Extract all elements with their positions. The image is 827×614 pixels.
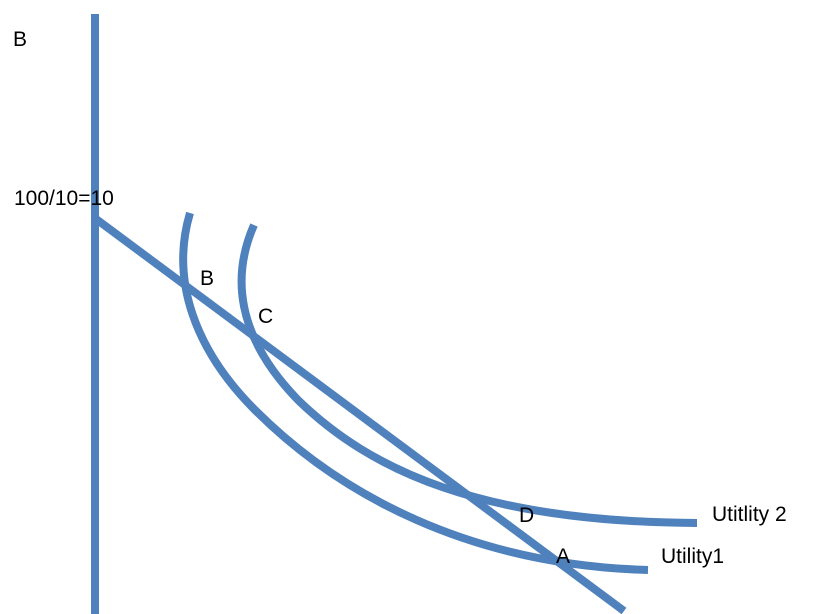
utility1-curve-label: Utility1 <box>661 546 724 567</box>
point-a-label: A <box>556 546 570 567</box>
point-b-label: B <box>200 268 214 289</box>
point-d-label: D <box>519 505 534 526</box>
vertical-axis-label: B <box>13 29 27 50</box>
utility2-curve-label: Utitlity 2 <box>712 504 787 525</box>
intercept-label: 100/10=10 <box>14 188 114 209</box>
point-c-label: C <box>258 306 273 327</box>
budget-line <box>96 219 624 611</box>
